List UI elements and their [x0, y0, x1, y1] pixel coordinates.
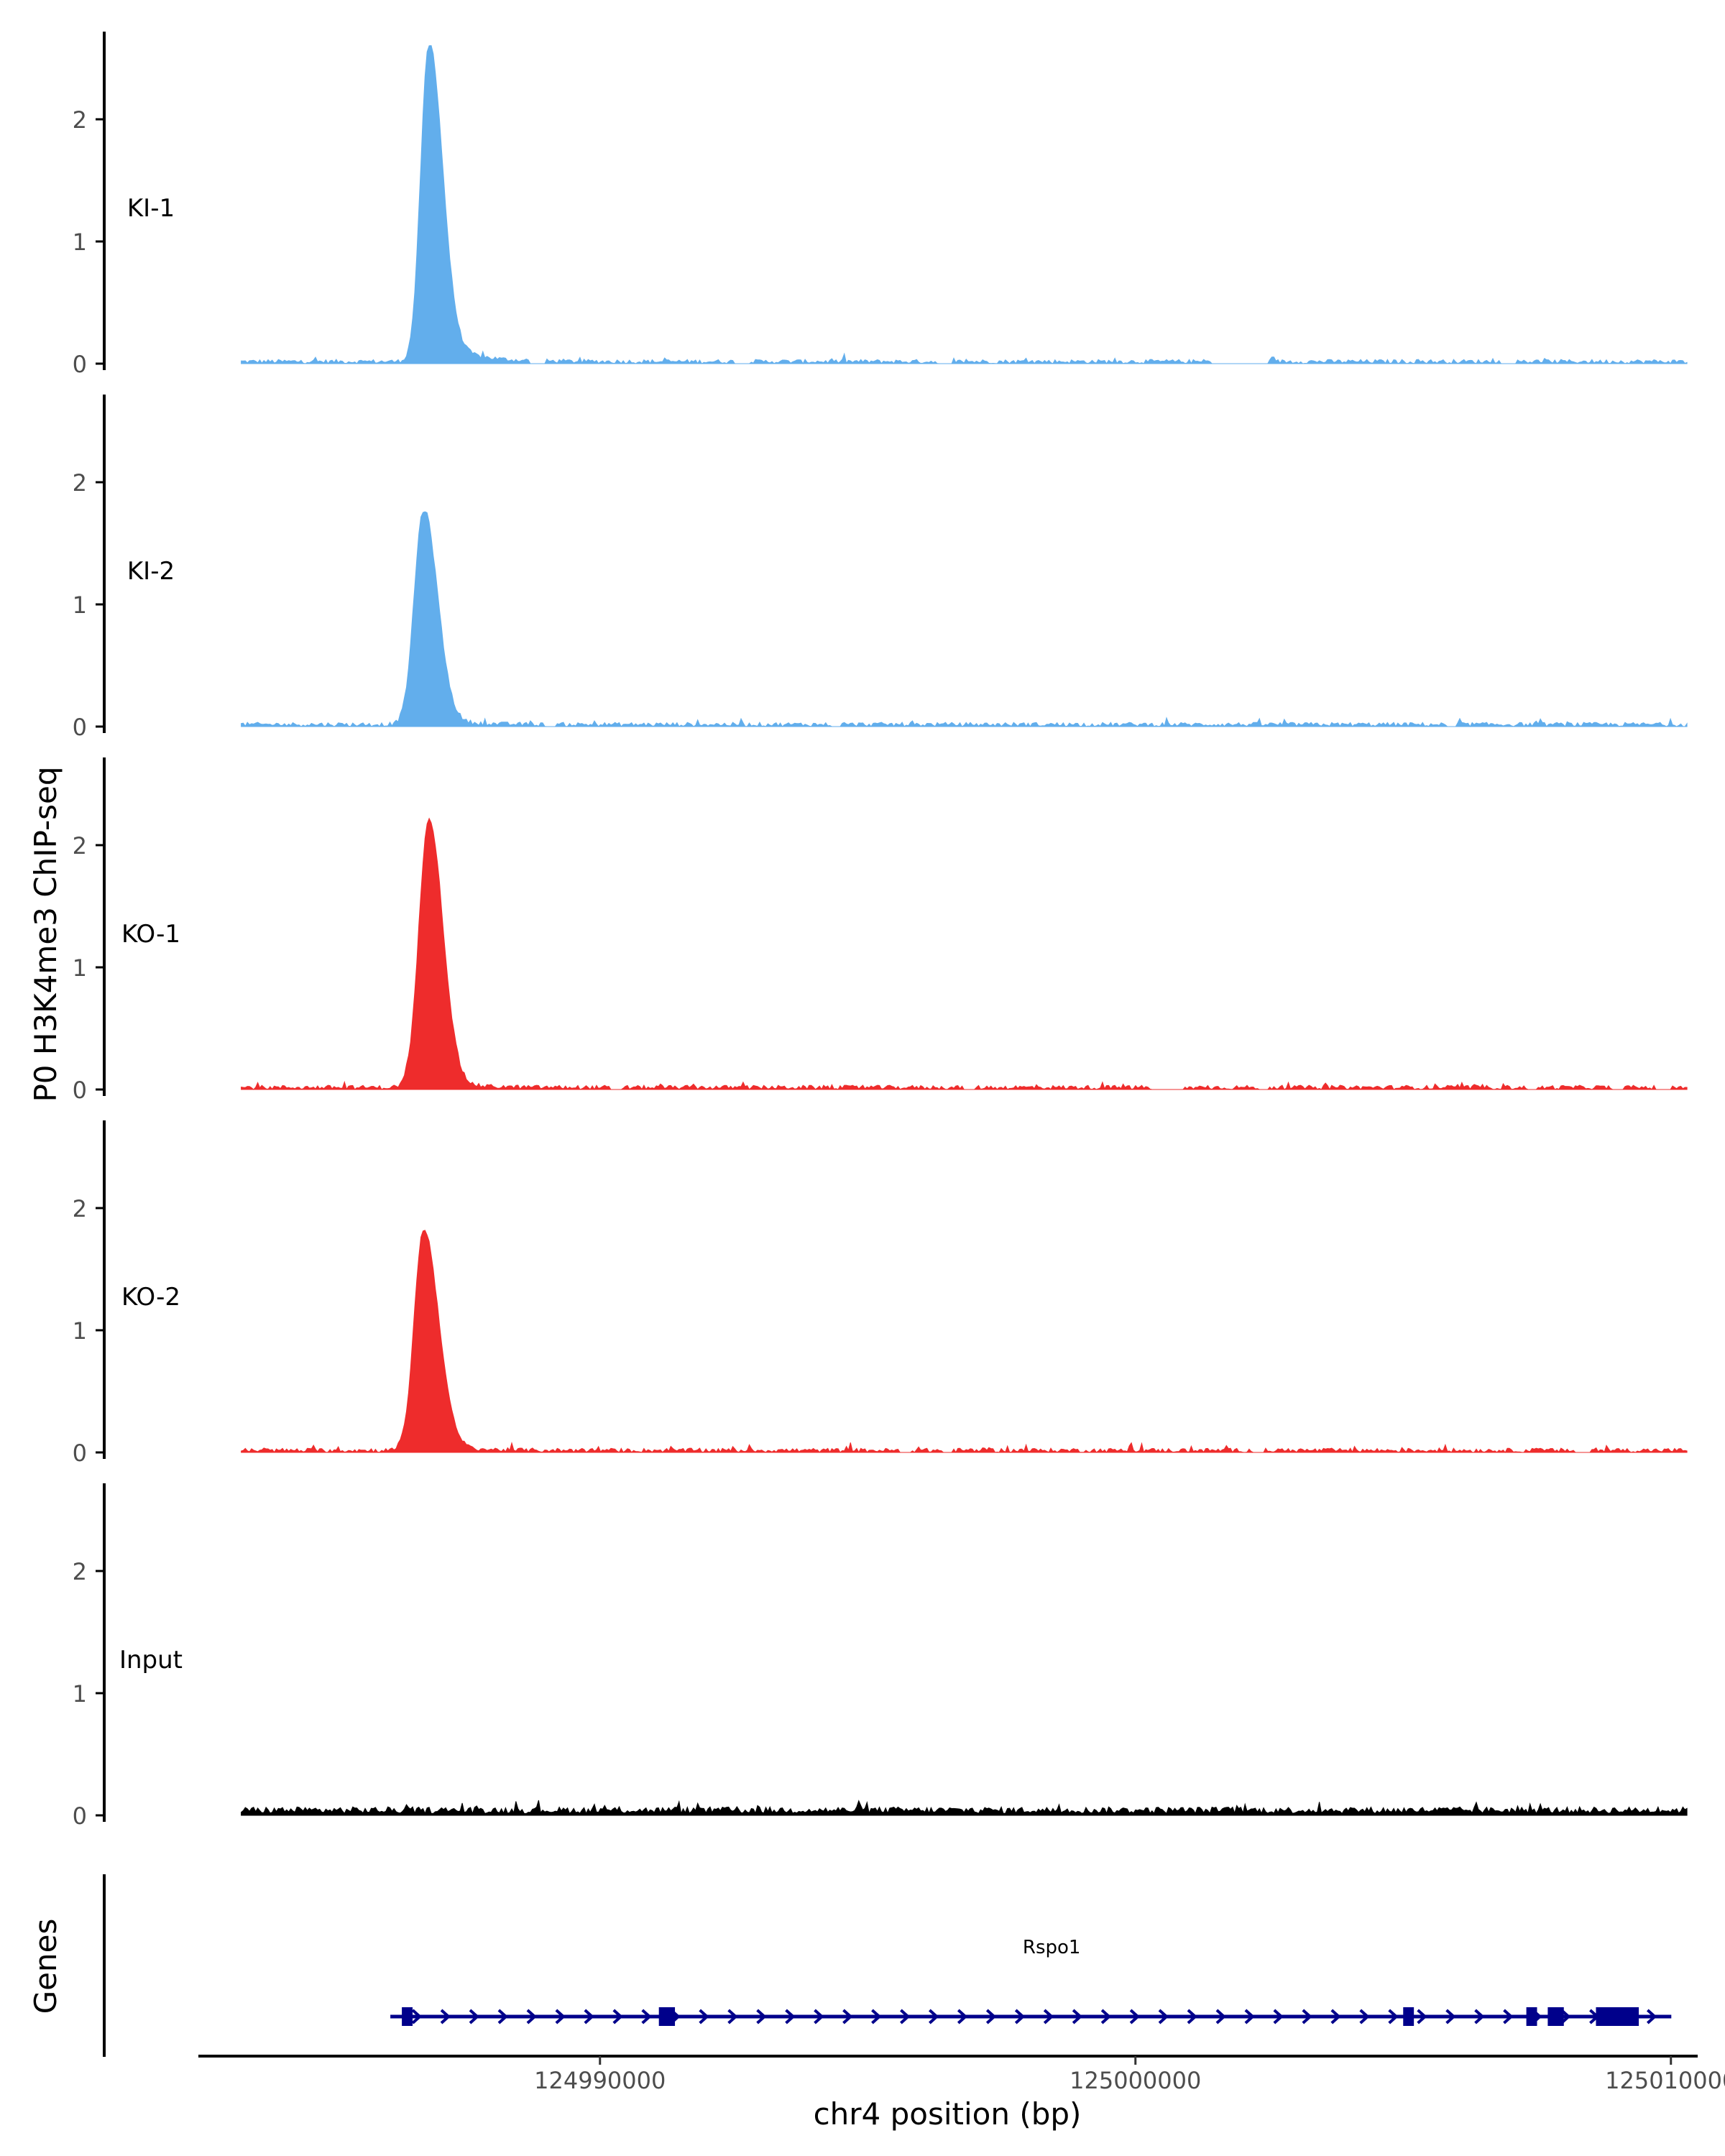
- strand-arrow: [1474, 2009, 1485, 2024]
- x-axis-label: chr4 position (bp): [814, 2096, 1082, 2132]
- strand-arrow: [929, 2009, 939, 2024]
- gene-exon: [1547, 2007, 1564, 2026]
- strand-arrow: [756, 2009, 767, 2024]
- track-label: Input: [119, 1646, 183, 1674]
- track-ko-2: 0 1 2 KO-2: [73, 1120, 1688, 1467]
- strand-arrow: [411, 2009, 423, 2024]
- strand-arrow: [641, 2009, 652, 2024]
- y-tick-label: 0: [73, 714, 87, 741]
- strand-arrow: [1445, 2009, 1456, 2024]
- track-ko-1: 0 1 2 KO-1: [73, 757, 1688, 1104]
- y-tick-label: 0: [73, 1439, 87, 1467]
- gene-model-rspo1: Rspo1: [390, 1937, 1672, 2026]
- signal-area: [241, 45, 1688, 364]
- gene-exon: [1596, 2007, 1639, 2026]
- strand-arrow: [785, 2009, 796, 2024]
- strand-arrow: [1129, 2009, 1141, 2024]
- y-tick-label: 2: [73, 832, 87, 860]
- strand-arrow: [1359, 2009, 1370, 2024]
- track-label: KI-2: [127, 557, 175, 586]
- y-tick-label: 1: [73, 954, 87, 982]
- track-label: KO-1: [121, 920, 180, 949]
- strand-arrow: [1302, 2009, 1312, 2024]
- strand-arrow: [1187, 2009, 1197, 2024]
- track-label: KI-1: [127, 194, 175, 223]
- track-input: 0 1 2 Input: [73, 1483, 1688, 1830]
- strand-arrow: [1043, 2009, 1054, 2024]
- y-tick-label: 2: [73, 106, 87, 134]
- y-tick-label: 2: [73, 469, 87, 497]
- strand-arrow: [1388, 2009, 1399, 2024]
- strand-arrow: [1100, 2009, 1112, 2024]
- y-tick-label: 0: [73, 1077, 87, 1104]
- strand-arrow: [1646, 2009, 1657, 2024]
- signal-area: [241, 1800, 1688, 1816]
- y-tick-label: 1: [73, 591, 87, 619]
- strand-arrow: [985, 2009, 997, 2024]
- x-axis: 124990000 125000000 125010000 chr4 positio…: [198, 2055, 1725, 2132]
- y-axis-label: P0 H3K4me3 ChIP-seq: [28, 766, 63, 1102]
- strand-arrow: [612, 2009, 623, 2024]
- gene-exon: [658, 2007, 676, 2026]
- strand-arrow: [555, 2009, 566, 2024]
- strand-arrow: [1273, 2009, 1284, 2024]
- strand-arrow: [871, 2009, 882, 2024]
- strand-arrow: [584, 2009, 594, 2024]
- strand-arrow: [900, 2009, 911, 2024]
- x-tick-label: 125000000: [1070, 2067, 1201, 2094]
- strand-arrow: [1503, 2009, 1514, 2024]
- track-ki-2: 0 1 2 KI-2: [73, 395, 1688, 741]
- gene-models: Rspo1: [390, 1937, 1672, 2026]
- signal-area: [241, 817, 1688, 1090]
- x-tick-label: 124990000: [534, 2067, 666, 2094]
- strand-arrow: [1215, 2009, 1226, 2024]
- signal-area: [241, 511, 1688, 727]
- strand-arrow: [1330, 2009, 1341, 2024]
- strand-arrow: [1417, 2009, 1427, 2024]
- strand-arrow: [1560, 2009, 1571, 2024]
- y-tick-label: 0: [73, 1802, 87, 1830]
- y-tick-label: 1: [73, 1317, 87, 1345]
- gene-name-label: Rspo1: [1023, 1937, 1081, 1958]
- x-ticks: 124990000 125000000 125010000: [534, 2056, 1725, 2094]
- strand-arrow: [1244, 2009, 1255, 2024]
- strand-arrow: [440, 2009, 451, 2024]
- strand-arrow: [469, 2009, 479, 2024]
- strand-arrow: [1014, 2009, 1026, 2024]
- y-tick-label: 1: [73, 1680, 87, 1708]
- y-tick-label: 2: [73, 1558, 87, 1585]
- y-tick-label: 1: [73, 229, 87, 256]
- gene-panel: Genes Rspo1: [28, 1874, 1672, 2057]
- gene-exon: [1526, 2007, 1537, 2026]
- y-tick-label: 2: [73, 1195, 87, 1222]
- y-tick-label: 0: [73, 351, 87, 378]
- strand-arrow: [842, 2009, 853, 2024]
- track-label: KO-2: [121, 1283, 180, 1312]
- strand-arrow: [957, 2009, 968, 2024]
- strand-arrow: [497, 2009, 508, 2024]
- strand-arrow: [526, 2009, 537, 2024]
- signal-area: [241, 1230, 1688, 1453]
- gene-exon: [402, 2007, 413, 2026]
- strand-arrow: [727, 2009, 738, 2024]
- strand-arrow: [1158, 2009, 1169, 2024]
- strand-arrow: [814, 2009, 824, 2024]
- signal-tracks: 0 1 2 KI-1 0 1 2 KI-2 0 1 2 KO-1 0 1 2 KO-2 0 1 2 Input: [73, 32, 1688, 1830]
- strand-arrow: [699, 2009, 709, 2024]
- gene-exon: [1403, 2007, 1414, 2026]
- x-tick-label: 125010000: [1605, 2067, 1725, 2094]
- genes-panel-label: Genes: [28, 1919, 63, 2014]
- track-ki-1: 0 1 2 KI-1: [73, 32, 1688, 378]
- strand-arrow: [1072, 2009, 1083, 2024]
